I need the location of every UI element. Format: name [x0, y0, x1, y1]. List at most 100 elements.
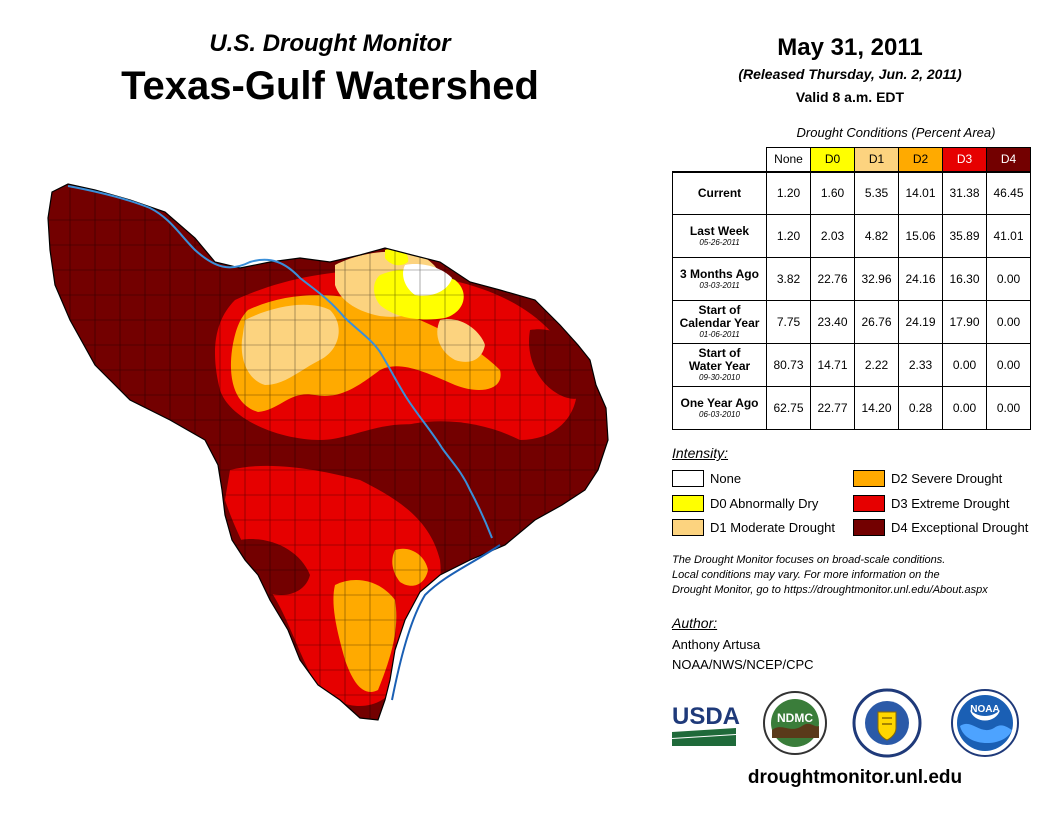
table-cell-d1: 14.20 — [854, 386, 899, 430]
region-d4-east — [529, 329, 591, 399]
usda-logo: USDA — [672, 703, 740, 746]
col-header-d4: D4 — [986, 147, 1031, 172]
disclaimer-note: The Drought Monitor focuses on broad-sca… — [672, 553, 1042, 598]
row-date: 09-30-2010 — [699, 373, 740, 382]
table-cell-d2: 0.28 — [898, 386, 943, 430]
row-label-line: One Year Ago — [680, 395, 759, 410]
legend-swatch-d3 — [853, 495, 885, 512]
row-label: Start of Water Year 09-30-2010 — [672, 343, 767, 387]
legend-swatch-d0 — [672, 495, 704, 512]
table-cell-d2: 15.06 — [898, 214, 943, 258]
table-header-blank — [673, 148, 767, 172]
row-label-line: Water Year — [688, 359, 751, 373]
table-cell-d0: 14.71 — [810, 343, 855, 387]
table-cell-d1: 5.35 — [854, 170, 899, 215]
table-row: One Year Ago 06-03-2010 62.75 22.77 14.20 0.2… — [672, 386, 1031, 430]
col-header-d1: D1 — [854, 147, 899, 172]
legend-item-d0: D0 Abnormally Dry — [672, 495, 818, 512]
row-label: 3 Months Ago 03-03-2011 — [672, 257, 767, 301]
table-cell-d3: 0.00 — [942, 386, 987, 430]
row-date: 03-03-2011 — [699, 280, 740, 290]
legend-label-d0: D0 Abnormally Dry — [710, 496, 819, 511]
table-cell-d1: 4.82 — [854, 214, 899, 258]
legend-item-d1: D1 Moderate Drought — [672, 519, 835, 536]
table-cell-d2: 24.19 — [898, 300, 943, 344]
row-label: Current — [672, 170, 767, 215]
author-label: Author: — [672, 615, 718, 631]
table-cell-d4: 0.00 — [986, 257, 1031, 301]
legend-item-d2: D2 Severe Drought — [853, 470, 1002, 487]
note-line-2: Local conditions may vary. For more info… — [672, 569, 940, 581]
table-cell-d0: 1.60 — [810, 170, 855, 215]
legend-label-none: None — [710, 471, 742, 486]
table-cell-d2: 14.01 — [898, 170, 943, 215]
table-cell-d0: 2.03 — [810, 214, 855, 258]
table-cell-d1: 26.76 — [854, 300, 899, 344]
legend-title: Intensity: — [672, 445, 729, 461]
table-cell-d3: 0.00 — [942, 343, 987, 387]
row-label-line: Current — [697, 185, 742, 200]
table-cell-d3: 31.38 — [942, 170, 987, 215]
row-date: 01-06-2011 — [699, 330, 740, 339]
table-cell-d4: 0.00 — [986, 343, 1031, 387]
table-cell-d1: 2.22 — [854, 343, 899, 387]
table-cell-none: 62.75 — [766, 386, 811, 430]
table-cell-d1: 32.96 — [854, 257, 899, 301]
table-cell-none: 1.20 — [766, 214, 811, 258]
table-cell-d4: 41.01 — [986, 214, 1031, 258]
table-cell-none: 1.20 — [766, 170, 811, 215]
table-cell-d2: 2.33 — [898, 343, 943, 387]
table-cell-d0: 23.40 — [810, 300, 855, 344]
region-d4-southeast — [376, 421, 566, 537]
region-d1-northeast — [437, 319, 485, 362]
table-row: 3 Months Ago 03-03-2011 3.82 22.76 32.96 24.1… — [672, 257, 1031, 301]
row-label: Start of Calendar Year 01-06-2011 — [672, 300, 767, 344]
website-link[interactable]: droughtmonitor.unl.edu — [747, 767, 963, 788]
table-cell-none: 3.82 — [766, 257, 811, 301]
region-none — [403, 264, 452, 296]
author-org: NOAA/NWS/NCEP/CPC — [672, 657, 814, 672]
noaa-logo-text: NOAA — [970, 704, 999, 715]
legend-swatch-d1 — [672, 519, 704, 536]
table-row: Start of Water Year 09-30-2010 80.73 14.71 2.… — [672, 343, 1031, 387]
legend-label-d4: D4 Exceptional Drought — [891, 520, 1029, 535]
drought-conditions-table: None D0 D1 D2 D3 D4 Current 1.20 1.60 5.35 1… — [672, 147, 1031, 430]
table-row: Start of Calendar Year 01-06-2011 7.75 23.40… — [672, 300, 1031, 344]
table-cell-d0: 22.77 — [810, 386, 855, 430]
table-caption: Drought Conditions (Percent Area) — [796, 125, 996, 140]
ndmc-logo: NDMC — [763, 691, 827, 755]
noaa-logo: NOAA — [951, 689, 1019, 757]
col-header-d0: D0 — [810, 147, 855, 172]
legend-label-d1: D1 Moderate Drought — [710, 520, 836, 535]
legend-swatch-d4 — [853, 519, 885, 536]
row-label: One Year Ago 06-03-2010 — [672, 386, 767, 430]
legend-label-d2: D2 Severe Drought — [891, 471, 1003, 486]
table-cell-d2: 24.16 — [898, 257, 943, 301]
col-header-none: None — [766, 147, 811, 172]
legend-item-none: None — [672, 470, 741, 487]
table-cell-d3: 35.89 — [942, 214, 987, 258]
legend-item-d3: D3 Extreme Drought — [853, 495, 1010, 512]
table-cell-none: 7.75 — [766, 300, 811, 344]
table-cell-none: 80.73 — [766, 343, 811, 387]
usda-logo-text: USDA — [672, 703, 740, 730]
legend-item-d4: D4 Exceptional Drought — [853, 519, 1028, 536]
row-label-line: Last Week — [689, 223, 750, 238]
table-row: Current 1.20 1.60 5.35 14.01 31.38 46.45 — [672, 170, 1031, 215]
coastline — [391, 544, 501, 701]
table-body: Current 1.20 1.60 5.35 14.01 31.38 46.45 Last W… — [672, 170, 1031, 430]
col-header-d2: D2 — [898, 147, 943, 172]
table-row: Last Week 05-26-2011 1.20 2.03 4.82 15.06 35.8… — [672, 214, 1031, 258]
row-label-line: Start of — [698, 346, 741, 360]
table-cell-d3: 16.30 — [942, 257, 987, 301]
legend-swatch-none — [672, 470, 704, 487]
map-subtitle: U.S. Drought Monitor — [209, 30, 451, 57]
legend-label-d3: D3 Extreme Drought — [891, 496, 1010, 511]
commerce-seal — [852, 688, 922, 758]
table-cell-d4: 0.00 — [986, 300, 1031, 344]
col-header-d3: D3 — [942, 147, 987, 172]
map-date: May 31, 2011 — [777, 34, 923, 61]
row-label-line: 3 Months Ago — [680, 266, 759, 281]
river — [67, 185, 493, 539]
table-cell-d0: 22.76 — [810, 257, 855, 301]
